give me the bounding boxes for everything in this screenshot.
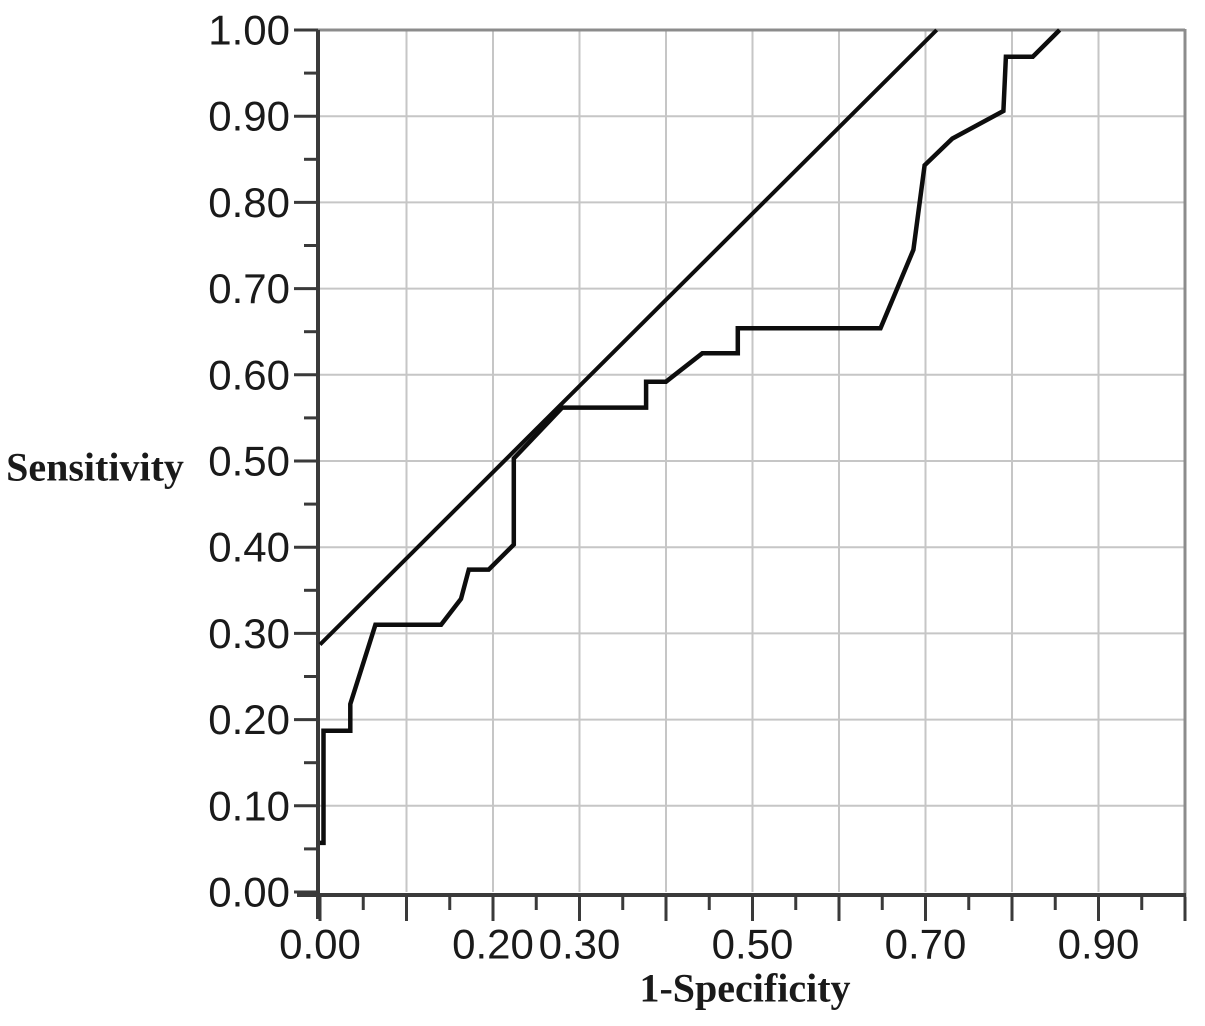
x-tick-label: 0.30: [539, 921, 621, 968]
x-tick-label: 0.00: [279, 921, 361, 968]
y-tick-label: 0.70: [208, 265, 290, 312]
y-tick-label: 0.30: [208, 610, 290, 657]
y-tick-label: 0.00: [208, 869, 290, 916]
x-tick-label: 0.50: [712, 921, 794, 968]
x-tick-label: 0.90: [1058, 921, 1140, 968]
y-tick-label: 0.80: [208, 179, 290, 226]
x-axis-title: 1-Specificity: [639, 965, 851, 1011]
roc-curve-line: [320, 28, 1062, 846]
y-tick-label: 0.50: [208, 438, 290, 485]
y-tick-label: 0.20: [208, 696, 290, 743]
y-tick-label: 0.90: [208, 93, 290, 140]
y-tick-label: 0.10: [208, 782, 290, 829]
reference-line: [318, 28, 939, 647]
y-axis-title: Sensitivity: [6, 444, 184, 490]
y-tick-label: 1.00: [208, 7, 290, 54]
x-tick-label: 0.20: [452, 921, 534, 968]
y-tick-label: 0.60: [208, 351, 290, 398]
x-tick-label: 0.70: [885, 921, 967, 968]
y-tick-label: 0.40: [208, 524, 290, 571]
